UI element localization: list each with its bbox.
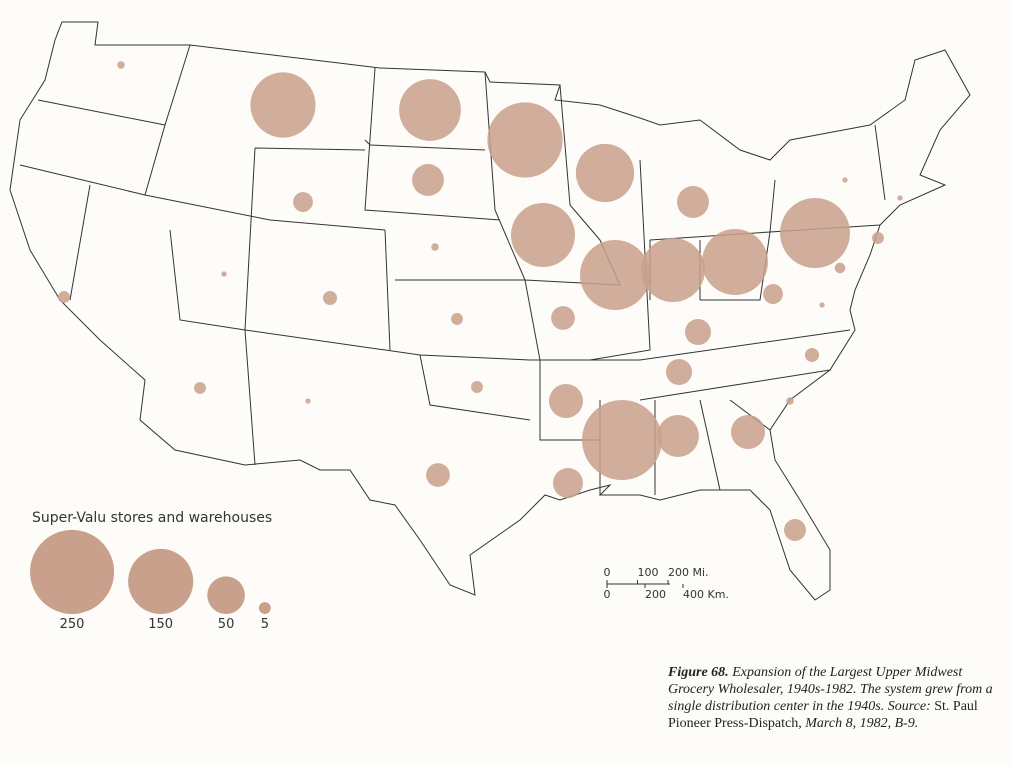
store-circle	[194, 382, 206, 394]
store-circle	[582, 400, 662, 480]
store-circle	[897, 195, 903, 201]
store-circle	[487, 102, 563, 178]
store-circle	[834, 262, 846, 274]
legend-circle	[258, 602, 271, 614]
store-circle	[580, 240, 650, 310]
store-circle	[250, 72, 316, 138]
legend-label: 5	[261, 617, 269, 632]
store-circle	[399, 79, 461, 141]
legend-label: 250	[60, 617, 85, 632]
store-circle	[551, 306, 575, 330]
store-circle	[510, 202, 576, 268]
store-circle	[575, 143, 635, 203]
legend-circle	[128, 548, 194, 615]
store-circle	[293, 192, 313, 212]
store-circle	[221, 271, 227, 277]
store-circle	[657, 415, 699, 457]
scale-label: 0	[604, 588, 611, 601]
scale-label: 200 Mi.	[668, 566, 709, 579]
store-circle	[784, 519, 806, 541]
source: St. Paul Pioneer Press-Dispatch,	[668, 699, 978, 731]
scale-label: 200	[645, 588, 666, 601]
caption: Figure 68. Expansion of the Largest Uppe…	[668, 664, 998, 732]
scale-label: 100	[638, 566, 659, 579]
store-circle	[552, 467, 584, 499]
legend-title: Super-Valu stores and warehouses	[32, 510, 272, 526]
legend-circle	[207, 576, 245, 615]
store-circle	[305, 398, 311, 404]
store-circle	[842, 177, 848, 183]
us-outline	[9, 21, 971, 601]
legend-label: 150	[148, 617, 173, 632]
store-circle	[701, 228, 769, 296]
store-circle	[548, 383, 584, 419]
store-circle	[426, 463, 450, 487]
store-circle	[804, 347, 820, 363]
scale-label: 0	[604, 566, 611, 579]
legend-label: 50	[218, 617, 235, 632]
store-circle	[786, 397, 794, 405]
store-circle	[431, 243, 439, 251]
legend-circle	[30, 529, 115, 614]
figure-label: Figure 68.	[668, 665, 729, 680]
source-date: March 8, 1982, B-9.	[805, 716, 919, 731]
source-label: Source:	[887, 699, 931, 714]
store-circle	[640, 237, 706, 303]
store-circle	[665, 358, 693, 386]
store-circle	[471, 381, 483, 393]
store-circle	[684, 318, 712, 346]
store-circle	[412, 164, 444, 196]
store-circle	[780, 198, 850, 268]
store-circle	[322, 290, 338, 306]
store-circle	[58, 291, 70, 303]
store-circle	[117, 61, 125, 69]
store-circle	[677, 186, 709, 218]
store-circle	[763, 284, 783, 304]
caption-text: Expansion of the Largest Upper Midwest G…	[668, 665, 993, 714]
store-circle	[730, 414, 766, 450]
store-circle	[451, 313, 463, 325]
store-circle	[872, 232, 884, 244]
scale-label: 400 Km.	[683, 588, 729, 601]
store-circle	[819, 302, 825, 308]
